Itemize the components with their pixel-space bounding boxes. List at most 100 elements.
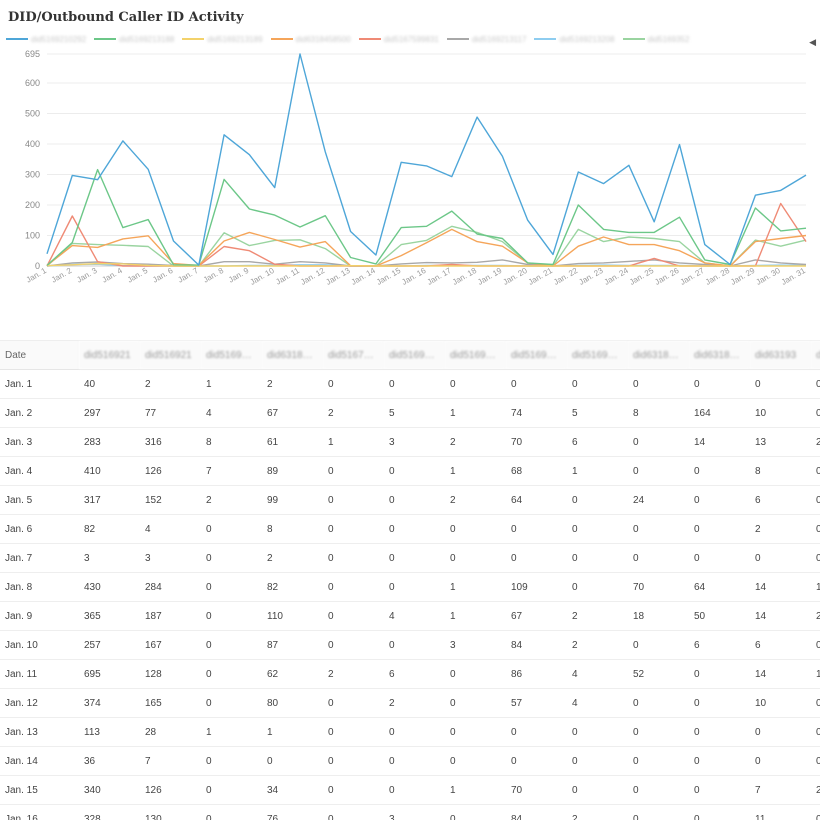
value-cell: 0: [201, 746, 262, 776]
legend-item[interactable]: did5169210292: [6, 34, 86, 44]
series-line-did5169213189[interactable]: [46, 262, 806, 267]
value-cell: 4: [567, 659, 628, 689]
column-header[interactable]: did: [811, 340, 820, 370]
value-cell: 0: [201, 572, 262, 602]
value-cell: 365: [79, 601, 140, 631]
column-header[interactable]: did63193: [750, 340, 811, 370]
legend-label: did5169213189: [207, 34, 263, 44]
x-tick-label: Jan. 26: [653, 266, 681, 287]
series-line-did5169213188[interactable]: [46, 168, 807, 266]
series-line-did5169210292[interactable]: [46, 53, 807, 266]
value-cell: 0: [628, 514, 689, 544]
legend-item[interactable]: did5169352: [622, 34, 689, 44]
value-cell: 2: [567, 601, 628, 631]
x-tick-label: Jan. 16: [400, 266, 428, 287]
column-header[interactable]: did516921: [140, 340, 201, 370]
column-header[interactable]: did5169…: [567, 340, 628, 370]
column-header-date[interactable]: Date: [0, 340, 79, 370]
value-cell: 4: [201, 398, 262, 428]
value-cell: 695: [79, 659, 140, 689]
column-header[interactable]: did6318…: [628, 340, 689, 370]
value-cell: 0: [689, 514, 750, 544]
date-cell: Jan. 1: [0, 369, 79, 399]
date-cell: Jan. 13: [0, 717, 79, 747]
column-header[interactable]: did5167…: [323, 340, 384, 370]
value-cell: 7: [140, 746, 201, 776]
column-header[interactable]: did5169…: [445, 340, 506, 370]
legend-item[interactable]: did6318458500: [270, 34, 351, 44]
column-header[interactable]: did5169…: [384, 340, 445, 370]
value-cell: 0: [567, 514, 628, 544]
table-row: Jan. 11695128062260864520141: [0, 659, 820, 689]
value-cell: 40: [79, 369, 140, 399]
x-tick-label: Jan. 4: [101, 266, 125, 285]
value-cell: 1: [445, 572, 506, 602]
value-cell: 2: [567, 630, 628, 660]
value-cell: 0: [323, 485, 384, 515]
value-cell: 0: [567, 543, 628, 573]
value-cell: 0: [323, 369, 384, 399]
value-cell: 0: [323, 572, 384, 602]
date-cell: Jan. 9: [0, 601, 79, 631]
value-cell: 86: [506, 659, 567, 689]
column-header[interactable]: did5169…: [506, 340, 567, 370]
value-cell: 1: [567, 456, 628, 486]
table-row: Jan. 2297774672517458164100: [0, 398, 820, 428]
value-cell: 340: [79, 775, 140, 805]
column-header[interactable]: did6318…: [689, 340, 750, 370]
value-cell: 6: [750, 485, 811, 515]
legend-item[interactable]: did5167599831: [358, 34, 439, 44]
value-cell: 0: [811, 456, 820, 486]
series-line-did6318458500[interactable]: [46, 228, 807, 267]
value-cell: 89: [262, 456, 323, 486]
value-cell: 430: [79, 572, 140, 602]
value-cell: 126: [140, 456, 201, 486]
value-cell: 0: [811, 746, 820, 776]
value-cell: 0: [628, 630, 689, 660]
value-cell: 0: [445, 804, 506, 820]
column-header[interactable]: did6318…: [262, 340, 323, 370]
value-cell: 4: [384, 601, 445, 631]
legend-scroll-left-icon[interactable]: ◀: [809, 37, 816, 47]
value-cell: 99: [262, 485, 323, 515]
value-cell: 61: [262, 427, 323, 457]
table-row: Jan. 8430284082001109070641413: [0, 572, 820, 602]
value-cell: 0: [811, 398, 820, 428]
value-cell: 0: [689, 804, 750, 820]
column-header[interactable]: did5169…: [201, 340, 262, 370]
data-table: Date did516921 did516921 did5169… did6318… di…: [0, 340, 820, 820]
value-cell: 0: [689, 543, 750, 573]
x-tick-label: Jan. 21: [527, 266, 555, 287]
value-cell: 0: [628, 804, 689, 820]
value-cell: 0: [689, 659, 750, 689]
value-cell: 0: [811, 543, 820, 573]
value-cell: 1: [445, 601, 506, 631]
x-tick-label: Jan. 30: [754, 266, 782, 287]
value-cell: 10: [750, 398, 811, 428]
value-cell: 0: [689, 456, 750, 486]
value-cell: 7: [201, 456, 262, 486]
value-cell: 4: [567, 688, 628, 718]
value-cell: 1: [201, 717, 262, 747]
page-title: DID/Outbound Caller ID Activity: [8, 10, 244, 25]
legend-item[interactable]: did5169213188: [94, 34, 174, 44]
legend-swatch: [446, 38, 469, 41]
value-cell: 8: [750, 456, 811, 486]
value-cell: 152: [140, 485, 201, 515]
legend-item[interactable]: did5169213117: [446, 34, 526, 44]
value-cell: 2: [445, 485, 506, 515]
value-cell: 77: [140, 398, 201, 428]
column-header[interactable]: did516921: [79, 340, 140, 370]
value-cell: 0: [506, 746, 567, 776]
date-cell: Jan. 8: [0, 572, 79, 602]
value-cell: 316: [140, 427, 201, 457]
x-tick-label: Jan. 9: [227, 266, 251, 285]
legend-item[interactable]: did5169213189: [182, 34, 263, 44]
value-cell: 64: [506, 485, 567, 515]
data-table-container[interactable]: Date did516921 did516921 did5169… did6318… di…: [0, 340, 820, 820]
table-row: Jan. 1436700000000000: [0, 746, 820, 776]
value-cell: 374: [79, 688, 140, 718]
value-cell: 3: [79, 543, 140, 573]
series-line-did5169352[interactable]: [46, 225, 807, 267]
legend-item[interactable]: did5169213208: [534, 34, 615, 44]
